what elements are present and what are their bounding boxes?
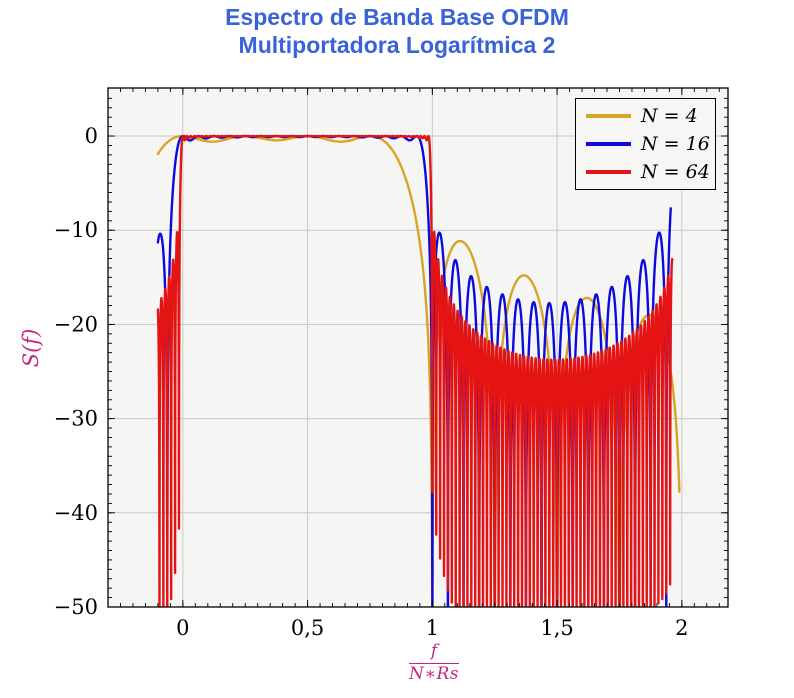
x-tick-label: 1	[426, 616, 439, 640]
chart-title-line1: Espectro de Banda Base OFDM	[225, 4, 569, 30]
tick-marks	[108, 88, 728, 607]
legend: N = 4 N = 16 N = 64	[575, 98, 716, 190]
y-tick-label: −50	[54, 595, 98, 619]
x-axis-label: f N∗Rs	[409, 642, 459, 684]
legend-line-swatch-n64	[586, 170, 631, 174]
x-axis-label-denominator: N∗Rs	[409, 663, 459, 684]
legend-label-n4: N = 4	[641, 105, 698, 127]
legend-line-swatch-n4	[586, 114, 631, 118]
y-tick-label: 0	[85, 124, 98, 148]
x-tick-label: 0	[176, 616, 189, 640]
x-tick-label: 1,5	[540, 616, 573, 640]
chart-title: Espectro de Banda Base OFDM Multiportado…	[0, 3, 794, 59]
y-tick-label: −30	[54, 407, 98, 431]
legend-label-n16: N = 16	[641, 133, 710, 155]
series-layer	[156, 134, 681, 607]
legend-item-n64: N = 64	[576, 161, 715, 183]
tick-labels: 0 0,5 1 1,5 2 0 −10 −20 −30 −40 −50	[54, 124, 689, 640]
chart-title-line2: Multiportadora Logarítmica 2	[238, 32, 556, 58]
x-axis-label-numerator: f	[409, 642, 459, 664]
y-tick-label: −40	[54, 501, 98, 525]
y-axis-label: S(f)	[19, 328, 43, 368]
plot-frame	[107, 87, 729, 608]
legend-line-swatch-n16	[586, 142, 631, 146]
legend-item-n4: N = 4	[576, 105, 715, 127]
y-tick-label: −10	[54, 218, 98, 242]
legend-item-n16: N = 16	[576, 133, 715, 155]
x-tick-label: 0,5	[291, 616, 324, 640]
y-tick-label: −20	[54, 312, 98, 336]
legend-label-n64: N = 64	[641, 161, 710, 183]
series-curve-n=64	[156, 134, 674, 607]
x-tick-label: 2	[675, 616, 688, 640]
